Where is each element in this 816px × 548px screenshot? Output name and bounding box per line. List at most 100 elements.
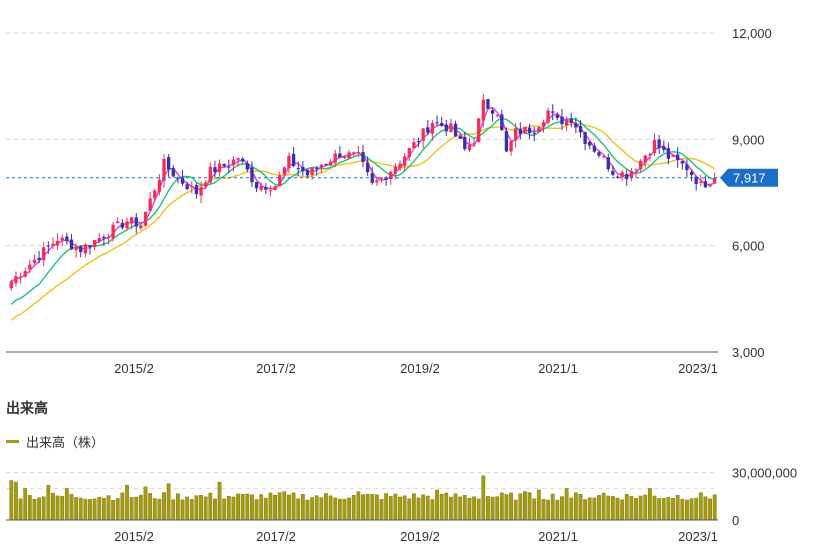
volume-bar	[675, 495, 680, 521]
volume-bar	[236, 493, 240, 521]
volume-bar	[106, 495, 111, 521]
volume-bar	[162, 492, 166, 521]
volume-bar	[226, 495, 231, 521]
candle-body	[643, 155, 647, 163]
candle-body	[703, 181, 708, 188]
volume-bar	[536, 489, 541, 521]
price-tick-label: 9,000	[732, 132, 765, 147]
candle-body	[338, 153, 342, 158]
volume-bar	[46, 485, 51, 521]
volume-bar	[610, 496, 615, 521]
candle-body	[514, 128, 518, 141]
candle-body	[611, 170, 615, 175]
volume-bar	[671, 497, 675, 521]
volume-bar	[55, 495, 60, 521]
volume-bar	[458, 496, 463, 521]
volume-bar	[694, 497, 699, 521]
volume-bar	[101, 497, 106, 521]
candle-body	[652, 140, 657, 154]
candle-body	[481, 99, 485, 121]
volume-legend-label: 出来高（株）	[26, 435, 105, 450]
candle-body	[166, 157, 171, 170]
volume-bar	[601, 492, 606, 521]
volume-bar	[129, 497, 134, 521]
candle-body	[356, 152, 361, 154]
volume-bar	[240, 493, 245, 521]
candle-body	[662, 146, 666, 150]
candle-body	[713, 177, 717, 184]
volume-bar	[277, 492, 282, 521]
candle-body	[615, 176, 620, 178]
candle-body	[574, 123, 578, 128]
volume-bar	[587, 497, 592, 521]
volume-bar	[689, 498, 694, 521]
candle-body	[129, 217, 134, 224]
candle-body	[537, 127, 541, 132]
volume-bar	[499, 492, 504, 521]
volume-x-tick-label: 2023/1	[678, 529, 718, 544]
candle-body	[342, 156, 347, 159]
candle-body	[264, 187, 268, 190]
candle-body	[97, 238, 101, 242]
volume-bar	[592, 497, 597, 521]
candle-body	[185, 184, 189, 190]
price-x-tick-label: 2021/1	[538, 361, 578, 376]
candle-body	[398, 163, 402, 169]
volume-bar	[361, 494, 365, 521]
candle-body	[231, 159, 236, 166]
candle-body	[671, 155, 675, 157]
volume-bar	[407, 498, 412, 521]
volume-bar	[495, 496, 500, 521]
volume-bar	[629, 496, 634, 521]
candle-body	[699, 181, 703, 183]
volume-bar	[685, 499, 689, 521]
candle-body	[310, 167, 314, 175]
candle-body	[680, 161, 684, 164]
volume-bar	[398, 496, 402, 521]
candle-body	[171, 168, 175, 177]
volume-bar	[92, 498, 97, 521]
candle-body	[638, 160, 643, 170]
volume-bar	[217, 481, 222, 521]
volume-x-tick-label: 2015/2	[114, 529, 154, 544]
volume-bar	[647, 488, 652, 521]
volume-bar	[449, 496, 453, 521]
candle-body	[273, 186, 277, 191]
candle-body	[282, 167, 286, 175]
volume-bar	[504, 494, 509, 521]
volume-bar	[296, 498, 301, 521]
candle-body	[347, 152, 351, 159]
volume-bar	[472, 496, 476, 521]
volume-bar	[509, 492, 513, 521]
candle-body	[463, 136, 467, 150]
volume-bar	[435, 489, 439, 521]
volume-bar	[37, 497, 41, 521]
volume-bar	[60, 495, 65, 521]
candle-body	[46, 245, 50, 247]
candle-body	[588, 141, 592, 146]
candle-body	[375, 180, 379, 183]
candle-body	[416, 140, 421, 142]
candle-body	[440, 122, 444, 126]
price-tick-label: 6,000	[732, 239, 765, 254]
candle-body	[102, 236, 106, 239]
volume-bar	[41, 496, 46, 521]
volume-bar	[78, 497, 83, 521]
volume-bar	[208, 492, 213, 521]
price-x-tick-label: 2023/1	[678, 361, 718, 376]
volume-bar	[134, 496, 139, 521]
volume-bar	[439, 493, 444, 521]
candlestick-series	[9, 93, 717, 291]
volume-bar	[444, 492, 449, 521]
candle-body	[250, 167, 254, 183]
price-axis: 3,000 6,000 9,000 12,000	[6, 26, 772, 360]
volume-bar	[83, 499, 88, 521]
candle-body	[204, 182, 208, 187]
candle-body	[490, 110, 495, 114]
volume-bar	[634, 498, 638, 521]
volume-bar	[263, 497, 268, 521]
volume-bar	[222, 498, 227, 521]
volume-bar	[347, 497, 352, 521]
candle-body	[500, 114, 504, 131]
candle-body	[583, 131, 587, 144]
